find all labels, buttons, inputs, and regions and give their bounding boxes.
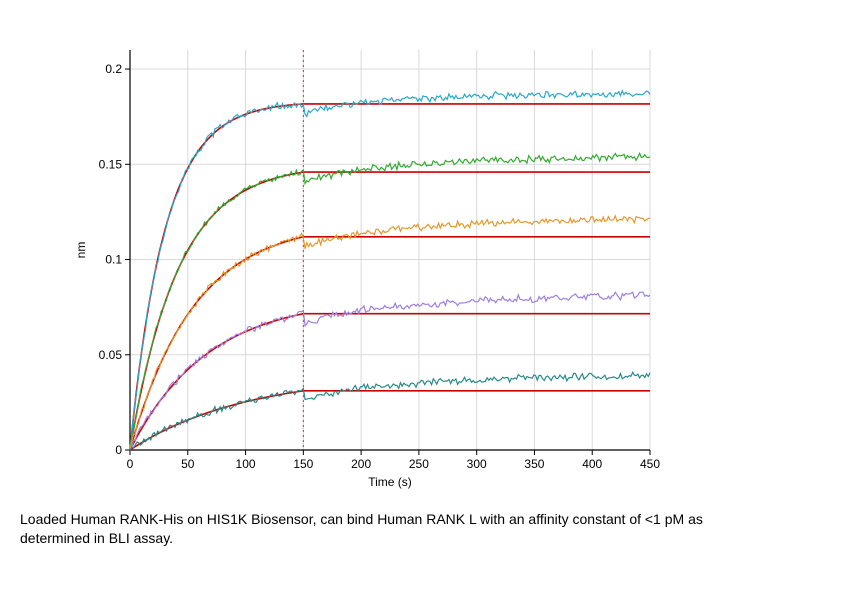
svg-text:100: 100 (236, 457, 256, 471)
bli-sensorgram-chart: 0 50 100 150 200 250 300 350 400 450 0 0.05 0.1 0.15 0… (60, 30, 680, 490)
chart-svg: 0 50 100 150 200 250 300 350 400 450 0 0.05 0.1 0.15 0… (60, 30, 680, 490)
svg-text:0: 0 (127, 457, 134, 471)
svg-text:200: 200 (351, 457, 371, 471)
svg-text:450: 450 (640, 457, 660, 471)
figure-caption: Loaded Human RANK-His on HIS1K Biosensor… (20, 510, 750, 548)
svg-text:0.15: 0.15 (99, 157, 123, 171)
svg-text:250: 250 (409, 457, 429, 471)
svg-text:0.2: 0.2 (105, 62, 122, 76)
svg-text:350: 350 (524, 457, 544, 471)
page: 0 50 100 150 200 250 300 350 400 450 0 0.05 0.1 0.15 0… (0, 0, 851, 599)
svg-text:300: 300 (467, 457, 487, 471)
svg-text:0.1: 0.1 (105, 253, 122, 267)
svg-text:Time (s): Time (s) (368, 475, 412, 489)
svg-text:0.05: 0.05 (99, 348, 123, 362)
svg-text:150: 150 (293, 457, 313, 471)
svg-text:400: 400 (582, 457, 602, 471)
svg-text:0: 0 (115, 443, 122, 457)
svg-text:nm: nm (74, 242, 88, 259)
svg-text:50: 50 (181, 457, 195, 471)
